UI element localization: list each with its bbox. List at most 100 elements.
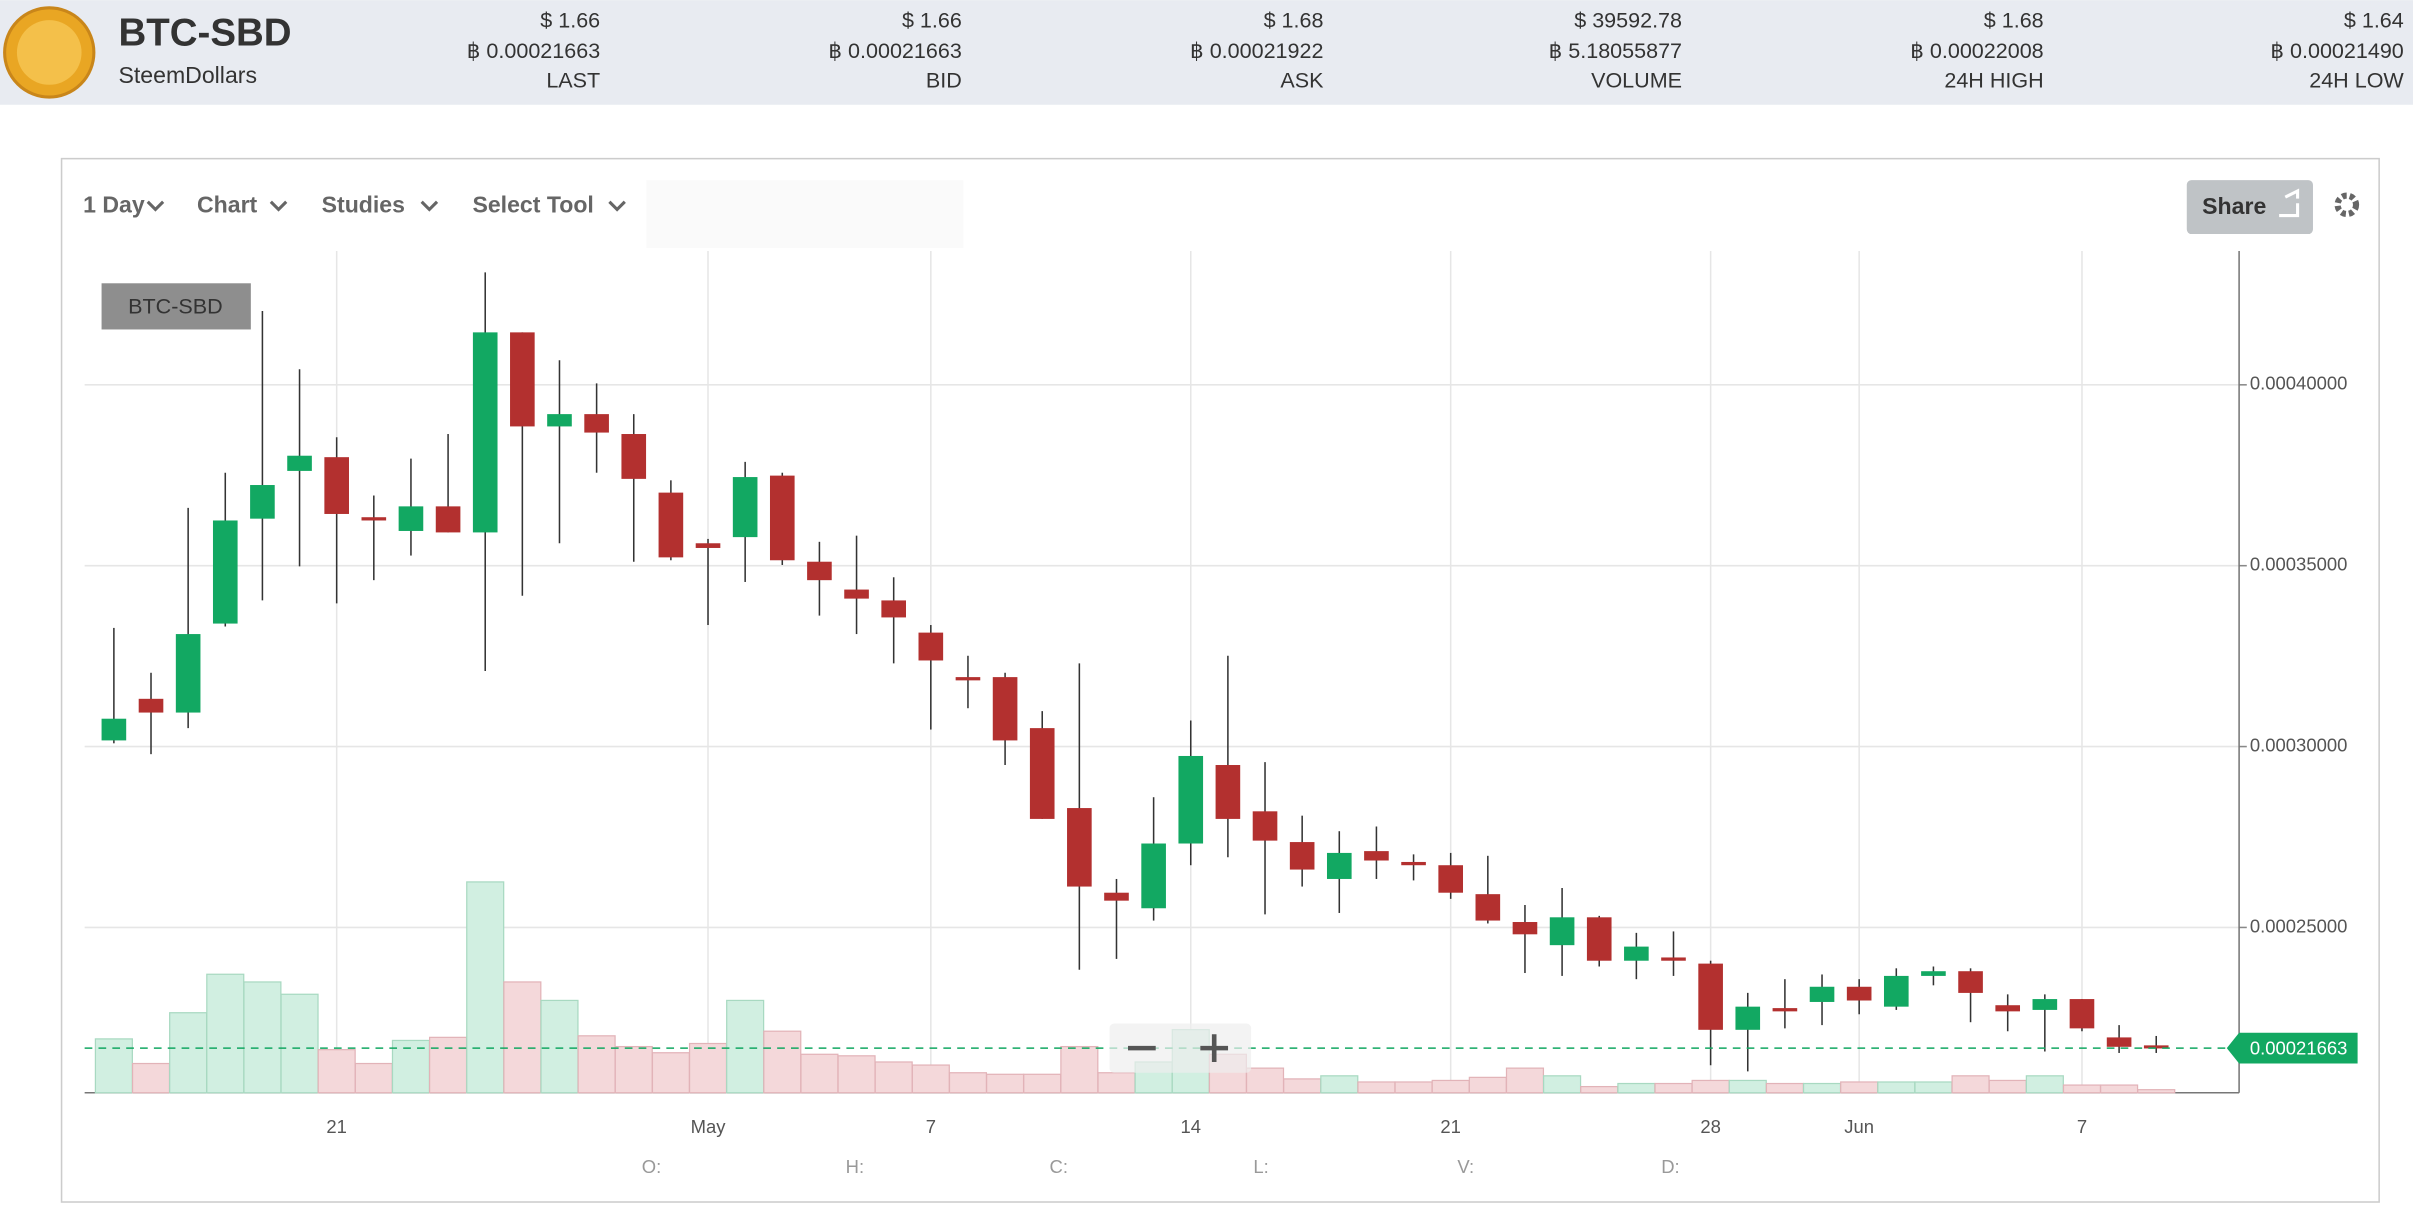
volume-bar	[1654, 1082, 1693, 1094]
studies-menu[interactable]: Studies	[322, 191, 405, 217]
volume-bar	[1988, 1079, 2027, 1094]
y-tick-label: 0.00035000	[2250, 554, 2348, 575]
candle-body	[101, 718, 127, 741]
candle-body	[1364, 851, 1389, 861]
candle-body	[435, 506, 461, 533]
volume-bar	[466, 881, 505, 1094]
x-tick-label: May	[691, 1116, 727, 1137]
stat-label: 24H LOW	[2309, 68, 2404, 92]
share-label[interactable]: Share	[2202, 193, 2266, 219]
candle-body	[695, 543, 721, 548]
volume-bar	[651, 1052, 690, 1094]
candle-body	[1846, 986, 1872, 1001]
x-tick-label: Jun	[1844, 1116, 1874, 1137]
candle-body	[1029, 728, 1055, 819]
candle-body	[2032, 999, 2058, 1010]
candle-body	[175, 634, 201, 713]
header-bar	[0, 0, 2413, 105]
candle-body	[844, 589, 869, 599]
candle-body	[1586, 917, 1612, 961]
stat-label: VOLUME	[1591, 68, 1682, 92]
stat-usd: $ 39592.78	[1574, 8, 1682, 32]
stat-btc: ฿ 5.18055877	[1549, 39, 1682, 63]
legend-box	[101, 283, 251, 330]
volume-bar	[726, 999, 765, 1094]
chart-menu[interactable]: Chart	[197, 191, 258, 217]
volume-bar	[1023, 1073, 1062, 1094]
readout-label: C:	[1050, 1156, 1068, 1177]
volume-bar	[2100, 1084, 2139, 1094]
volume-bar	[243, 981, 282, 1094]
period-menu[interactable]: 1 Day	[83, 191, 145, 217]
candle-body	[1178, 755, 1204, 844]
candle-body	[658, 492, 684, 558]
candle-body	[1289, 842, 1315, 870]
volume-bar	[1468, 1076, 1507, 1094]
volume-bar	[1840, 1081, 1879, 1094]
legend-label: BTC-SBD	[128, 295, 223, 319]
volume-bar	[2025, 1075, 2064, 1094]
volume-bar	[763, 1030, 802, 1094]
candle-body	[1921, 971, 1946, 976]
settings-icon[interactable]	[2334, 192, 2360, 218]
candle-body	[955, 677, 981, 681]
volume-bar	[354, 1062, 393, 1094]
volume-bar	[1320, 1075, 1359, 1094]
candle-body	[287, 455, 312, 471]
x-tick-label: 21	[1440, 1116, 1461, 1137]
volume-bar	[131, 1062, 171, 1094]
x-tick-label: 7	[2077, 1116, 2087, 1137]
volume-bar	[577, 1035, 616, 1094]
volume-bar	[874, 1061, 913, 1094]
volume-bar	[280, 993, 319, 1094]
volume-bar	[1543, 1075, 1582, 1094]
volume-bar	[614, 1045, 653, 1094]
volume-bar	[1357, 1081, 1396, 1094]
candle-body	[1215, 765, 1241, 819]
candle-body	[807, 561, 832, 581]
stat-usd: $ 1.66	[540, 8, 600, 32]
stat-label: LAST	[546, 68, 600, 92]
candle-body	[918, 632, 944, 661]
candle-body	[584, 414, 609, 433]
tool-menu[interactable]: Select Tool	[472, 191, 593, 217]
stat-btc: ฿ 0.00021490	[2270, 39, 2403, 63]
candle-body	[1698, 963, 1723, 1030]
coin-inner	[16, 20, 82, 85]
stat-btc: ฿ 0.00021663	[828, 39, 961, 63]
candle-body	[2069, 999, 2095, 1029]
stat-btc: ฿ 0.00021922	[1190, 39, 1323, 63]
volume-bar	[206, 973, 245, 1094]
candle-body	[1326, 852, 1352, 879]
share-button[interactable]	[2186, 180, 2313, 235]
stats: $ 1.66 ฿ 0.00021663 LAST $ 1.66 ฿ 0.00021663…	[467, 8, 2405, 92]
readout-label: O:	[642, 1156, 661, 1177]
chevron	[146, 200, 165, 212]
readout-label: V:	[1457, 1156, 1474, 1177]
volume-bar	[986, 1073, 1025, 1094]
stat-usd: $ 1.68	[1264, 8, 1324, 32]
candle-body	[1475, 894, 1501, 921]
candle-body	[472, 332, 498, 533]
readout-label: H:	[846, 1156, 864, 1177]
x-tick-label: 21	[326, 1116, 347, 1137]
chevron	[269, 200, 288, 212]
volume-bar	[1877, 1081, 1916, 1094]
volume-bar	[1245, 1067, 1285, 1094]
candle-body	[250, 485, 275, 519]
volume-bar	[1802, 1082, 1842, 1094]
stat-label: 24H HIGH	[1944, 68, 2043, 92]
stat-usd: $ 1.66	[902, 8, 962, 32]
candle-body	[1141, 843, 1166, 909]
stat-usd: $ 1.64	[2344, 8, 2404, 32]
candle-body	[324, 457, 349, 514]
candle-body	[881, 600, 906, 618]
stat-btc: ฿ 0.00022008	[1910, 39, 2043, 63]
candle-body	[547, 414, 572, 427]
candle-body	[1104, 892, 1129, 901]
chevron	[608, 200, 626, 212]
volume-bar	[94, 1038, 133, 1094]
volume-bar	[800, 1053, 839, 1094]
y-tick-label: 0.00040000	[2250, 373, 2348, 394]
volume-bar	[1283, 1078, 1322, 1094]
